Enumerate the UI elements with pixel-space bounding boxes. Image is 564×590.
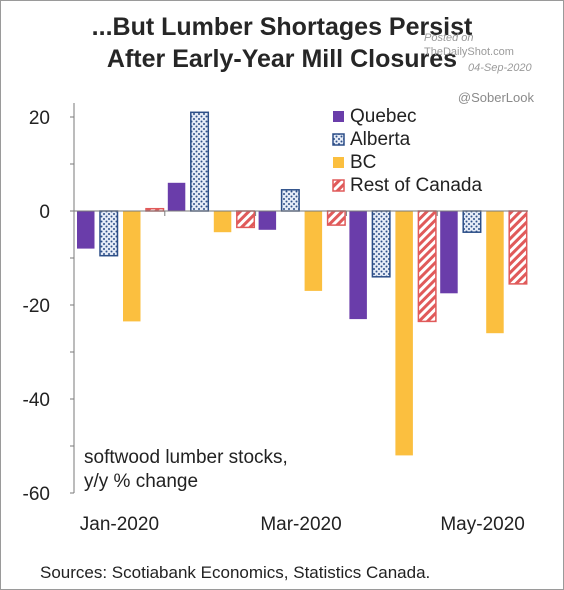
legend-label-alberta: Alberta xyxy=(350,129,411,150)
bar-rest-of-canada-may-2020 xyxy=(508,210,528,285)
bar-rest-of-canada-mar-2020 xyxy=(326,210,346,226)
annotation-line1: softwood lumber stocks, xyxy=(84,447,288,468)
legend-swatch-alberta xyxy=(332,133,345,146)
bar-rest-of-canada-apr-2020 xyxy=(417,210,437,323)
legend-label-rest-of-canada: Rest of Canada xyxy=(350,175,482,196)
watermark-posted: Posted on xyxy=(424,32,474,44)
y-tick-label: -40 xyxy=(23,390,50,411)
bar-bc-may-2020 xyxy=(486,211,504,334)
legend-label-quebec: Quebec xyxy=(350,106,417,127)
bar-bc-feb-2020 xyxy=(213,211,232,233)
bar-alberta-apr-2020 xyxy=(371,210,391,278)
chart-title-line2: After Early-Year Mill Closures xyxy=(106,45,458,73)
bar-quebec-apr-2020 xyxy=(349,211,367,320)
bar-alberta-mar-2020 xyxy=(280,189,300,212)
bar-alberta-may-2020 xyxy=(462,210,482,233)
bar-quebec-may-2020 xyxy=(440,211,458,294)
bar-bc-apr-2020 xyxy=(395,211,413,456)
y-tick-label: -60 xyxy=(23,484,50,505)
source-note: Sources: Scotiabank Economics, Statistic… xyxy=(40,563,431,582)
bar-quebec-jan-2020 xyxy=(77,211,95,249)
legend-swatch-quebec xyxy=(333,111,344,122)
y-tick-label: -20 xyxy=(23,296,50,317)
bar-alberta-jan-2020 xyxy=(99,210,119,257)
bar-bc-jan-2020 xyxy=(123,211,141,322)
x-tick-label: Jan-2020 xyxy=(80,514,159,535)
bar-alberta-feb-2020 xyxy=(190,111,210,212)
watermark-site: TheDailyShot.com xyxy=(424,46,514,58)
bar-quebec-mar-2020 xyxy=(258,211,277,230)
annotation-line2: y/y % change xyxy=(84,471,199,492)
legend-label-bc: BC xyxy=(350,152,376,173)
watermark-date: 04-Sep-2020 xyxy=(468,62,532,74)
y-tick-label: 0 xyxy=(39,202,50,223)
y-tick-label: 20 xyxy=(29,108,50,129)
x-tick-label: Mar-2020 xyxy=(260,514,341,535)
handle-label: @SoberLook xyxy=(457,90,534,105)
x-tick-label: May-2020 xyxy=(440,514,525,535)
legend-swatch-rest-of-canada xyxy=(332,179,345,192)
bar-rest-of-canada-feb-2020 xyxy=(236,210,256,229)
bar-quebec-feb-2020 xyxy=(167,182,186,211)
legend-swatch-bc xyxy=(333,157,344,168)
bar-bc-mar-2020 xyxy=(304,211,323,291)
chart-title-line1: ...But Lumber Shortages Persist xyxy=(91,13,473,41)
